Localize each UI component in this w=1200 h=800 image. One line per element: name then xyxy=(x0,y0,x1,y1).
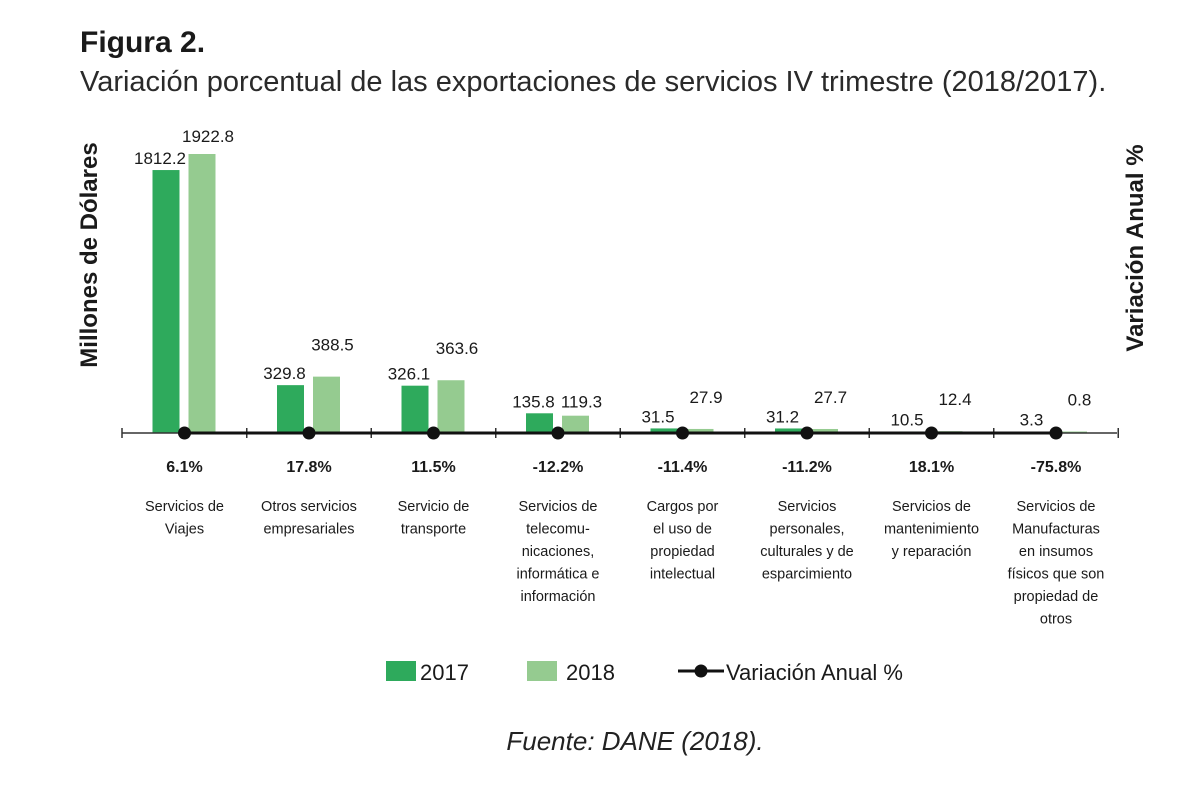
bar-2017 xyxy=(526,413,553,433)
category-label: Servicio de transporte xyxy=(398,499,470,538)
bar-2018 xyxy=(562,415,589,433)
variation-label: -11.4% xyxy=(658,459,708,476)
category-label-line: culturales y de xyxy=(760,544,854,560)
figure-label: Figura 2. xyxy=(80,26,206,59)
variation-label: 17.8% xyxy=(286,459,331,476)
figure-title: Variación porcentual de las exportacione… xyxy=(80,66,1107,98)
bar-2017 xyxy=(650,428,678,433)
category-label-line: y reparación xyxy=(892,544,972,560)
data-label-2018: 27.9 xyxy=(689,388,722,407)
data-label-2017: 1812.2 xyxy=(134,149,186,168)
category-label-line: Servicios de xyxy=(1017,499,1096,515)
variation-marker xyxy=(800,426,814,440)
category-label-line: Otros servicios xyxy=(261,499,357,515)
legend-swatch-2018 xyxy=(527,661,557,681)
variation-marker xyxy=(551,426,565,440)
data-label-2018: 12.4 xyxy=(938,390,971,409)
category-label-line: otros xyxy=(1040,612,1072,628)
variation-label: 11.5% xyxy=(411,459,455,476)
category-label-line: nicaciones, xyxy=(522,544,595,560)
category-label-line: Servicios de xyxy=(892,499,971,515)
figure-source: Fuente: DANE (2018). xyxy=(506,726,764,756)
legend-swatch-2017 xyxy=(386,661,416,681)
data-label-2017: 3.3 xyxy=(1020,411,1044,430)
category-label-line: esparcimiento xyxy=(762,567,852,583)
data-label-2017: 10.5 xyxy=(890,410,923,429)
category-label: Otros servicios empresariales xyxy=(261,499,357,538)
category-label-line: en insumos xyxy=(1019,544,1093,560)
variation-marker xyxy=(302,426,316,440)
data-label-2018: 119.3 xyxy=(561,393,602,412)
variation-marker xyxy=(676,426,689,440)
bar-2018 xyxy=(188,154,216,433)
category-label-line: Servicio de xyxy=(398,499,470,515)
category-label: Servicios de Viajes xyxy=(145,499,224,538)
category-label-line: mantenimiento xyxy=(884,522,979,538)
category-label-line: Servicios xyxy=(778,499,837,515)
category-label-line: telecomu- xyxy=(526,522,590,538)
category-label-line: transporte xyxy=(401,522,466,538)
bar-2018 xyxy=(313,376,340,433)
variation-label: -11.2% xyxy=(782,459,832,476)
category-label-line: Cargos por xyxy=(647,499,719,515)
legend-label-2018: 2018 xyxy=(566,660,615,685)
variation-label: 18.1% xyxy=(909,459,954,476)
category-label-line: el uso de xyxy=(653,522,712,538)
data-label-2017: 31.2 xyxy=(766,407,799,426)
legend-label-2017: 2017 xyxy=(420,660,469,685)
bar-2018 xyxy=(686,428,714,433)
variation-marker xyxy=(925,426,938,440)
data-label-2018: 363.6 xyxy=(436,339,479,358)
data-label-2018: 1922.8 xyxy=(182,127,234,146)
category-label: Cargos por el uso de propiedad intelectual xyxy=(647,499,719,583)
data-label-2018: 27.7 xyxy=(814,388,847,407)
legend-label-variation: Variación Anual % xyxy=(726,660,903,685)
category-label-line: información xyxy=(521,589,596,605)
bar-2017 xyxy=(775,428,802,433)
labels-layer: 1812.2 1922.8 329.8 388.5 326.1 363.6 135.8 119… xyxy=(134,127,1104,628)
bar-2017 xyxy=(277,385,304,433)
data-label-2017: 326.1 xyxy=(388,365,431,384)
variation-label: -12.2% xyxy=(533,459,584,476)
variation-label: -75.8% xyxy=(1031,459,1082,476)
y-axis-label: Millones de Dólares xyxy=(76,142,103,367)
data-label-2017: 31.5 xyxy=(641,407,674,426)
data-label-2018: 388.5 xyxy=(311,336,354,355)
category-label-line: Servicios de xyxy=(519,499,598,515)
category-label-line: informática e xyxy=(516,567,599,583)
variation-marker xyxy=(178,426,191,440)
data-label-2018: 0.8 xyxy=(1068,391,1092,410)
bar-2018 xyxy=(437,380,465,433)
legend-marker-variation xyxy=(694,664,708,678)
bar-2017 xyxy=(152,170,180,433)
category-label: Servicios de telecomu-nicaciones, informát… xyxy=(516,499,599,605)
category-label-line: propiedad de xyxy=(1014,589,1099,605)
data-label-2017: 329.8 xyxy=(263,364,306,383)
category-label-line: empresariales xyxy=(263,522,354,538)
variation-marker xyxy=(1049,426,1063,440)
category-label: Servicios de mantenimiento y reparación xyxy=(884,499,979,560)
line-layer xyxy=(178,426,1063,440)
category-label-line: propiedad xyxy=(650,544,715,560)
bar-2018 xyxy=(811,428,838,433)
category-label-line: Manufacturas xyxy=(1012,522,1100,538)
bars-layer xyxy=(152,154,1087,433)
category-label: Servicios personales, culturales y de espar… xyxy=(760,499,854,583)
category-label-line: intelectual xyxy=(650,567,715,583)
variation-marker xyxy=(427,426,440,440)
bar-2017 xyxy=(401,385,429,433)
category-label-line: Servicios de xyxy=(145,499,224,515)
data-label-2017: 135.8 xyxy=(512,392,555,411)
variation-label: 6.1% xyxy=(166,459,202,476)
legend: 2017 2018 Variación Anual % xyxy=(386,660,903,685)
category-label-line: físicos que son xyxy=(1008,567,1105,583)
category-label-line: personales, xyxy=(770,522,845,538)
category-label: Servicios de Manufacturas en insumos físico… xyxy=(1008,499,1105,628)
y2-axis-label: Variación Anual % xyxy=(1122,144,1149,351)
category-label-line: Viajes xyxy=(165,522,204,538)
